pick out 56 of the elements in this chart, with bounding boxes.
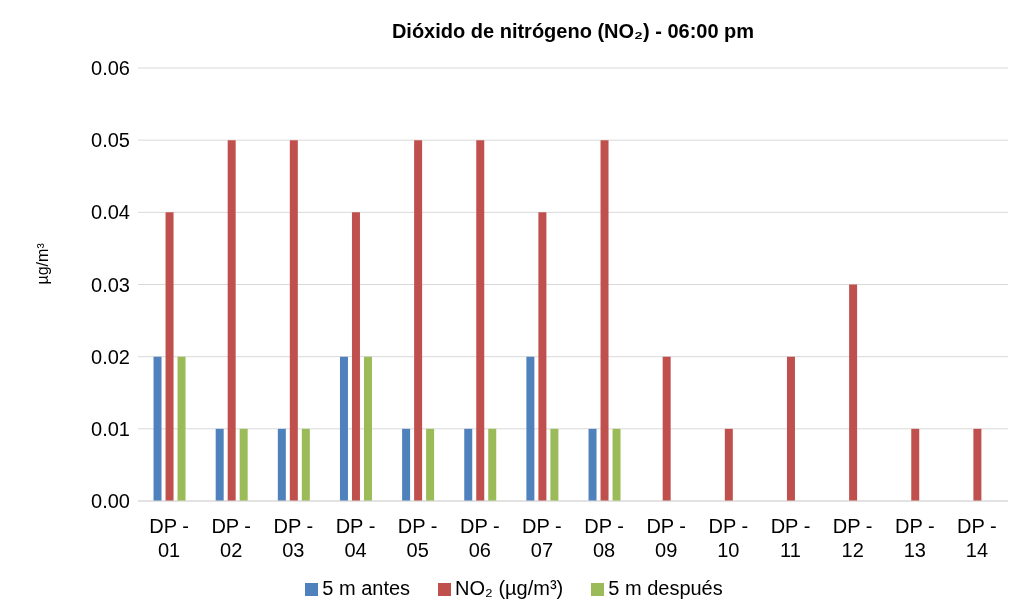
legend-label: 5 m después — [608, 577, 723, 599]
y-axis-title: µg/m³ — [33, 242, 51, 285]
bar — [588, 428, 597, 501]
bar — [177, 356, 186, 501]
x-tick-label: DP - 06 — [459, 515, 500, 561]
x-tick-label: DP - 11 — [770, 515, 811, 561]
y-tick-label: 0.03 — [91, 273, 130, 296]
bar — [165, 212, 174, 501]
bar — [612, 428, 621, 501]
y-tick-label: 0.00 — [91, 490, 130, 513]
bar — [724, 428, 733, 501]
y-tick-label: 0.06 — [91, 57, 130, 80]
x-tick-label: DP - 05 — [397, 515, 438, 561]
bar — [351, 212, 360, 501]
bar — [488, 428, 497, 501]
x-tick-label: DP - 12 — [832, 515, 873, 561]
bar — [550, 428, 559, 501]
x-tick-label: DP - 01 — [149, 515, 189, 561]
x-tick-label: DP - 13 — [894, 515, 935, 561]
x-tick-label: DP - 09 — [646, 515, 687, 561]
bar — [301, 428, 310, 501]
x-tick-label: DP - 14 — [957, 515, 997, 561]
x-tick-label: DP - 04 — [335, 515, 376, 561]
legend-label: NO₂ (µg/m³) — [455, 577, 564, 599]
bar — [239, 428, 248, 501]
bar — [277, 428, 286, 501]
y-tick-label: 0.05 — [91, 129, 130, 152]
x-tick-label: DP - 02 — [211, 515, 252, 561]
x-tick-label: DP - 03 — [273, 515, 314, 561]
x-tick-label: DP - 08 — [584, 515, 624, 561]
x-tick-label: DP - 10 — [708, 515, 749, 561]
bar — [973, 428, 982, 501]
bar — [849, 284, 858, 501]
bar — [911, 428, 920, 501]
bar — [339, 356, 348, 501]
legend-label: 5 m antes — [322, 577, 411, 599]
x-tick-label: DP - 07 — [522, 515, 562, 561]
bar — [414, 140, 423, 501]
bar — [289, 140, 298, 501]
chart-title: Dióxido de nitrógeno (NO₂) - 06:00 pm — [390, 20, 756, 43]
bar — [402, 428, 411, 501]
y-tick-label: 0.04 — [91, 201, 130, 224]
bar — [464, 428, 473, 501]
bar — [426, 428, 435, 501]
bar — [363, 356, 372, 501]
bar — [538, 212, 547, 501]
y-tick-label: 0.01 — [91, 417, 130, 440]
bar — [153, 356, 162, 501]
bar — [662, 356, 671, 501]
y-tick-label: 0.02 — [91, 345, 130, 368]
bar — [227, 140, 236, 501]
bar — [786, 356, 795, 501]
bar — [600, 140, 609, 501]
bar — [476, 140, 485, 501]
bar — [526, 356, 535, 501]
bar — [215, 428, 224, 501]
